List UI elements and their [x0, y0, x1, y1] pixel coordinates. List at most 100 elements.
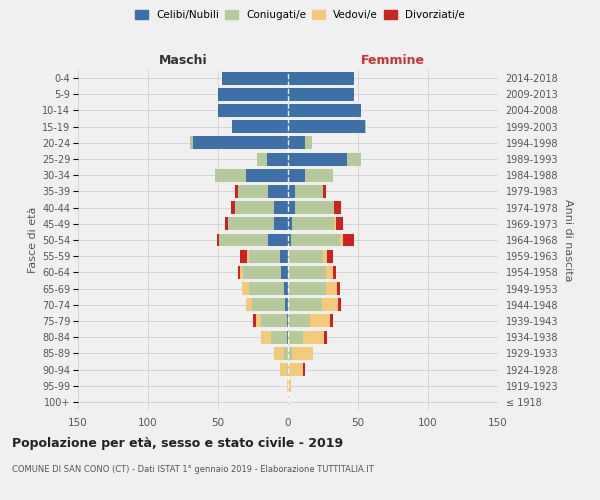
- Bar: [249, 282, 284, 295]
- Bar: [243, 266, 281, 279]
- Bar: [246, 169, 288, 181]
- Bar: [295, 185, 323, 198]
- Bar: [288, 120, 365, 133]
- Bar: [288, 396, 289, 408]
- Bar: [291, 234, 340, 246]
- Bar: [288, 282, 326, 295]
- Bar: [288, 347, 292, 360]
- Bar: [274, 347, 284, 360]
- Bar: [222, 72, 288, 85]
- Bar: [284, 347, 288, 360]
- Bar: [288, 298, 322, 311]
- Bar: [288, 266, 326, 279]
- Y-axis label: Fasce di età: Fasce di età: [28, 207, 38, 273]
- Bar: [253, 314, 256, 328]
- Bar: [334, 201, 341, 214]
- Bar: [338, 298, 341, 311]
- Bar: [288, 169, 305, 181]
- Bar: [288, 72, 354, 85]
- Bar: [285, 298, 288, 311]
- Bar: [242, 282, 249, 295]
- Text: Maschi: Maschi: [158, 54, 208, 67]
- Bar: [292, 218, 334, 230]
- Bar: [347, 152, 361, 166]
- Bar: [281, 266, 288, 279]
- Bar: [326, 282, 337, 295]
- Bar: [288, 218, 292, 230]
- Legend: Celibi/Nubili, Coniugati/e, Vedovi/e, Divorziati/e: Celibi/Nubili, Coniugati/e, Vedovi/e, Di…: [135, 10, 465, 20]
- Bar: [288, 379, 291, 392]
- Bar: [247, 250, 249, 262]
- Bar: [287, 330, 288, 344]
- Bar: [241, 266, 243, 279]
- Bar: [241, 250, 247, 262]
- Bar: [232, 120, 288, 133]
- Bar: [274, 218, 288, 230]
- Bar: [325, 330, 327, 344]
- Bar: [326, 266, 333, 279]
- Bar: [288, 330, 304, 344]
- Bar: [249, 250, 280, 262]
- Bar: [218, 88, 288, 101]
- Text: COMUNE DI SAN CONO (CT) - Dati ISTAT 1° gennaio 2019 - Elaborazione TUTTITALIA.I: COMUNE DI SAN CONO (CT) - Dati ISTAT 1° …: [12, 466, 374, 474]
- Bar: [333, 266, 335, 279]
- Bar: [280, 363, 287, 376]
- Text: Femmine: Femmine: [361, 54, 425, 67]
- Bar: [238, 185, 268, 198]
- Bar: [217, 234, 220, 246]
- Text: Popolazione per età, sesso e stato civile - 2019: Popolazione per età, sesso e stato civil…: [12, 438, 343, 450]
- Bar: [343, 234, 354, 246]
- Bar: [288, 88, 354, 101]
- Bar: [304, 330, 325, 344]
- Bar: [256, 314, 262, 328]
- Bar: [322, 298, 338, 311]
- Bar: [257, 152, 267, 166]
- Bar: [288, 250, 323, 262]
- Bar: [287, 363, 288, 376]
- Bar: [262, 330, 271, 344]
- Bar: [215, 169, 246, 181]
- Bar: [268, 185, 288, 198]
- Bar: [365, 120, 367, 133]
- Bar: [268, 234, 288, 246]
- Bar: [262, 314, 287, 328]
- Bar: [289, 363, 304, 376]
- Bar: [334, 218, 335, 230]
- Bar: [288, 104, 361, 117]
- Bar: [274, 201, 288, 214]
- Bar: [287, 379, 288, 392]
- Bar: [271, 330, 287, 344]
- Bar: [228, 218, 274, 230]
- Bar: [330, 314, 333, 328]
- Bar: [267, 152, 288, 166]
- Bar: [230, 201, 235, 214]
- Bar: [225, 218, 228, 230]
- Bar: [193, 136, 288, 149]
- Bar: [288, 363, 289, 376]
- Bar: [288, 234, 291, 246]
- Bar: [323, 250, 327, 262]
- Bar: [292, 347, 313, 360]
- Bar: [235, 201, 274, 214]
- Bar: [246, 298, 251, 311]
- Bar: [287, 314, 288, 328]
- Bar: [337, 282, 340, 295]
- Bar: [280, 250, 288, 262]
- Y-axis label: Anni di nascita: Anni di nascita: [563, 198, 572, 281]
- Bar: [295, 201, 334, 214]
- Bar: [238, 266, 241, 279]
- Bar: [288, 314, 310, 328]
- Bar: [327, 250, 333, 262]
- Bar: [305, 169, 333, 181]
- Bar: [288, 136, 305, 149]
- Bar: [304, 363, 305, 376]
- Bar: [235, 185, 238, 198]
- Bar: [251, 298, 285, 311]
- Bar: [190, 136, 193, 149]
- Bar: [220, 234, 268, 246]
- Bar: [305, 136, 312, 149]
- Bar: [335, 218, 343, 230]
- Bar: [284, 282, 288, 295]
- Bar: [310, 314, 330, 328]
- Bar: [340, 234, 343, 246]
